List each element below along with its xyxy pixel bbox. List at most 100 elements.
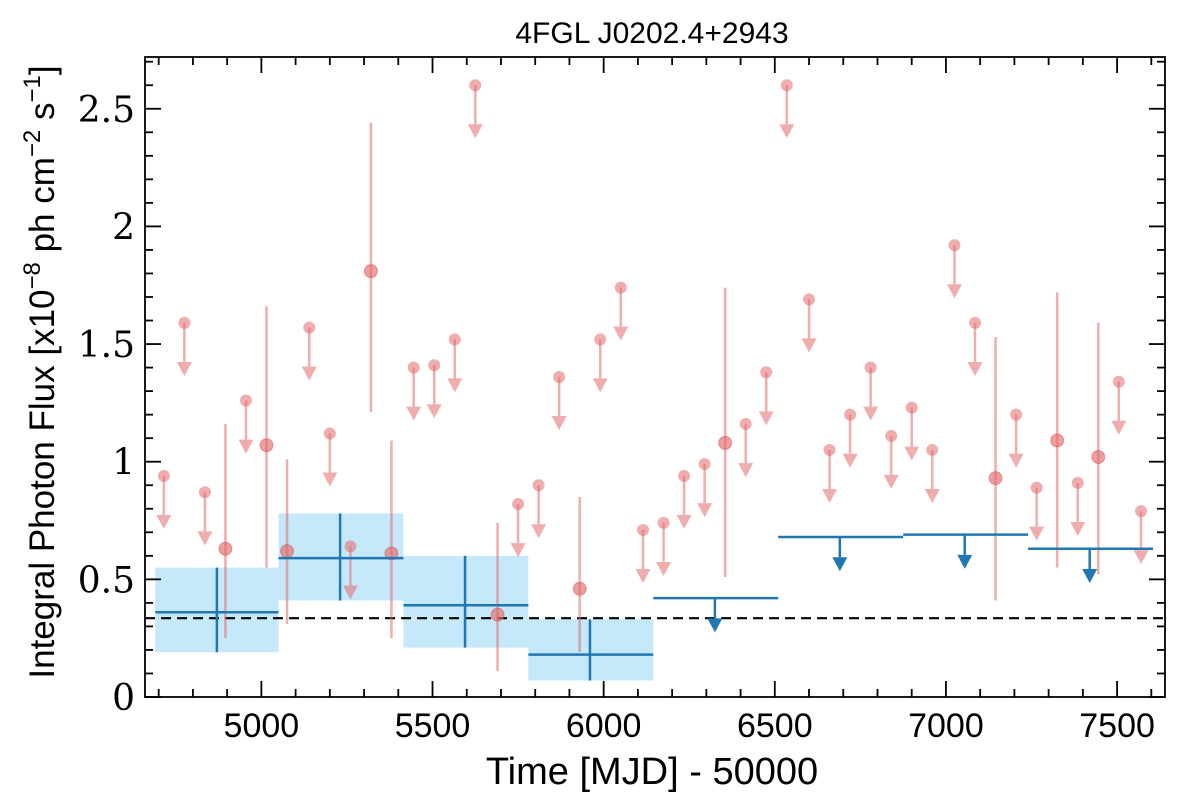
fine-upper-limit-marker <box>823 443 836 456</box>
fine-upper-limit-marker <box>178 316 191 329</box>
fine-upper-limit-marker <box>239 394 252 407</box>
fine-upper-limit-marker <box>1010 408 1023 421</box>
fine-upper-limit-marker <box>198 486 211 499</box>
y-axis-label-main: Integral Photon Flux [x10 <box>23 290 62 679</box>
fine-upper-limit-marker <box>698 458 711 471</box>
fine-upper-limit-marker <box>969 316 982 329</box>
fine-upper-limit-marker <box>678 469 691 482</box>
fine-upper-limit-arrow <box>1029 526 1045 541</box>
fine-upper-limit-marker <box>512 498 525 511</box>
fine-upper-limit-marker <box>844 408 857 421</box>
fine-upper-limit-marker <box>760 366 773 379</box>
y-axis-label-s: s <box>23 102 62 129</box>
y-axis-label-mid: ph cm <box>23 157 62 262</box>
fine-upper-limit-arrow <box>801 338 817 353</box>
plot-axes <box>144 56 1166 698</box>
fine-upper-limit-marker <box>303 321 316 334</box>
fine-upper-limit-marker <box>1112 375 1125 388</box>
fine-upper-limit-marker <box>1135 505 1148 518</box>
fine-upper-limit-marker <box>344 540 357 553</box>
coarse-upper-limit-arrow <box>957 554 973 569</box>
fine-upper-limit-arrow <box>613 326 629 341</box>
fine-upper-limit-arrow <box>863 406 879 421</box>
y-axis-label: Integral Photon Flux [x10−8 ph cm−2 s−1] <box>19 65 62 678</box>
fine-upper-limit-marker <box>905 401 918 414</box>
fine-upper-limit-arrow <box>967 361 983 376</box>
fine-upper-limit-arrow <box>1008 453 1024 468</box>
fine-detection-point <box>384 546 399 561</box>
fine-detection-point <box>1050 433 1065 448</box>
fine-upper-limit-marker <box>739 418 752 431</box>
fine-upper-limit-arrow <box>697 503 713 518</box>
y-axis-label-exp1: −8 <box>19 262 46 289</box>
fine-detection-point <box>218 541 233 556</box>
fine-upper-limit-arrow <box>1111 420 1127 435</box>
x-axis-label: Time [MJD] - 50000 <box>486 751 818 793</box>
fine-upper-limit-marker <box>1030 481 1043 494</box>
plot-frame <box>144 56 1166 698</box>
coarse-upper-limit-arrow <box>707 618 723 633</box>
fine-upper-limit-arrow <box>904 446 920 461</box>
axis-ticks: 5000 5500 6000 6500 7000 7500 0 0.5 1 1.5 2 2.5 <box>78 57 1165 745</box>
fine-upper-limit-arrow <box>467 124 483 139</box>
fine-upper-limit-arrow <box>426 404 442 419</box>
fine-upper-limit-arrow <box>779 124 795 139</box>
y-tick-label: 2.5 <box>78 90 135 131</box>
fine-upper-limit-marker <box>553 371 566 383</box>
fine-upper-limit-arrow <box>822 489 838 503</box>
fine-upper-limit-arrow <box>176 361 192 376</box>
x-tick-label: 7000 <box>908 707 984 745</box>
fine-detection-point <box>718 435 733 450</box>
fine-upper-limit-marker <box>948 239 961 252</box>
y-axis-label-exp2: −2 <box>19 130 46 157</box>
fine-detection-point <box>1091 450 1106 464</box>
fine-upper-limit-marker <box>469 79 482 92</box>
fine-upper-limit-marker <box>657 516 670 529</box>
x-tick-label: 6500 <box>737 707 813 745</box>
fine-upper-limit-arrow <box>924 489 940 503</box>
fine-upper-limit-marker <box>637 523 650 536</box>
fine-upper-limit-arrow <box>758 411 774 426</box>
y-tick-label: 1 <box>112 443 135 484</box>
fine-upper-limit-marker <box>157 469 170 482</box>
fine-detection-point <box>572 581 587 596</box>
y-axis-label-end: ] <box>23 65 62 75</box>
fine-upper-limit-arrow <box>676 514 692 529</box>
fine-upper-limit-marker <box>448 333 461 346</box>
y-tick-label: 1.5 <box>78 325 135 366</box>
fine-upper-limit-marker <box>428 359 441 372</box>
axis-labels: 4FGL J0202.4+2943 Time [MJD] - 50000 Int… <box>19 17 818 793</box>
fine-upper-limit-marker <box>780 79 793 92</box>
x-tick-label: 5000 <box>224 707 300 745</box>
fine-upper-limit-marker <box>885 429 898 442</box>
fine-upper-limit-marker <box>594 333 607 346</box>
fine-upper-limit-marker <box>532 479 545 492</box>
fine-upper-limit-arrow <box>447 378 463 393</box>
fine-upper-limit-arrow <box>946 284 962 299</box>
fine-detection-point <box>280 544 295 559</box>
y-axis-label-exp3: −1 <box>19 75 46 102</box>
y-tick-label: 0.5 <box>78 560 135 601</box>
fine-upper-limit-arrow <box>883 474 899 489</box>
fine-upper-limit-arrow <box>197 531 213 546</box>
fine-upper-limit-marker <box>864 361 877 374</box>
fine-upper-limit-arrow <box>1070 521 1086 536</box>
coarse-upper-limit-arrow <box>1082 569 1098 583</box>
fine-upper-limit-arrow <box>156 514 172 529</box>
fine-upper-limit-marker <box>323 427 336 440</box>
x-tick-label: 5500 <box>395 707 471 745</box>
x-tick-label: 6000 <box>566 707 642 745</box>
fine-upper-limit-marker <box>1071 476 1084 489</box>
fine-upper-limit-arrow <box>551 416 567 431</box>
fine-upper-limit-arrow <box>322 472 338 487</box>
fine-upper-limit-arrow <box>656 561 672 576</box>
y-tick-label: 2 <box>112 207 135 248</box>
coarse-upper-limit-arrow <box>832 557 848 572</box>
fine-upper-limit-arrow <box>342 585 358 600</box>
fine-upper-limit-marker <box>803 293 816 306</box>
fine-upper-limit-arrow <box>1133 550 1149 565</box>
y-tick-label: 0 <box>112 678 135 719</box>
fine-upper-limit-marker <box>614 281 627 294</box>
fine-upper-limit-marker <box>926 443 939 456</box>
